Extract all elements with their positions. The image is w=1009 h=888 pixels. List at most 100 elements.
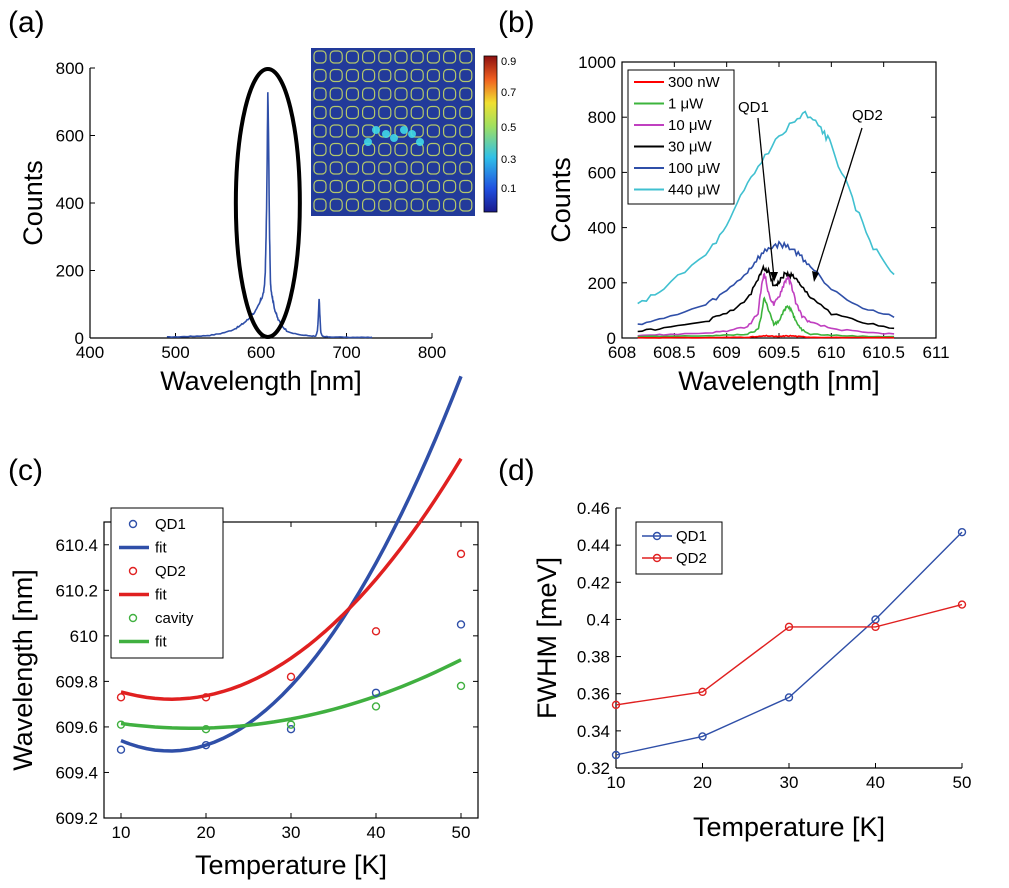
legend-marker (128, 566, 138, 576)
x-tick-label: 10 (112, 823, 131, 842)
inset-hole (378, 105, 392, 120)
inset-hole (410, 87, 424, 101)
inset-hole (378, 161, 392, 175)
inset-hole (394, 87, 408, 101)
data-point (116, 693, 126, 702)
inset-hole (329, 50, 343, 64)
fit-curve (120, 375, 463, 753)
y-tick-label: 610 (70, 627, 98, 646)
inset-hole (459, 161, 473, 175)
colorbar-tick-label: 0.1 (501, 183, 516, 195)
inset-hole (426, 161, 440, 175)
inset-hole (459, 124, 473, 138)
inset-hole (394, 68, 408, 83)
inset-hole (329, 124, 343, 138)
y-tick-label: 0.4 (586, 610, 610, 629)
y-tick-label: 800 (588, 108, 616, 127)
y-tick-label: 600 (56, 127, 84, 146)
y-tick-label: 800 (56, 59, 84, 78)
panel-d-label: (d) (498, 454, 535, 487)
spectrum-line (166, 92, 373, 339)
data-point (286, 720, 296, 729)
y-tick-label: 0.46 (577, 499, 610, 518)
y-tick-label: 0.42 (577, 573, 610, 592)
legend-label: QD1 (155, 516, 186, 533)
legend-label: QD1 (676, 528, 707, 545)
y-tick-label: 610.2 (55, 581, 98, 600)
colorbar (483, 55, 498, 213)
data-point (957, 600, 967, 609)
y-tick-label: 400 (588, 219, 616, 238)
x-tick-label: 30 (780, 773, 799, 792)
inset-hole (329, 198, 343, 212)
inset-hole (329, 68, 343, 83)
inset-hole (443, 124, 457, 138)
y-tick-label: 609.6 (55, 718, 98, 737)
inset-hole (345, 87, 359, 101)
y-axis-label: Counts (18, 160, 48, 246)
x-tick-label: 600 (247, 343, 275, 362)
x-tick-label: 50 (452, 823, 471, 842)
series-line (637, 272, 895, 337)
inset-hole (313, 179, 327, 194)
inset-hole (426, 142, 440, 157)
qd2-annotation: QD2 (852, 107, 883, 124)
fit-curve (120, 457, 463, 701)
y-tick-label: 0.34 (577, 722, 610, 741)
panel-b: 608 608.5 609 609.5 610 610.5 611 0 200 400 600 800… (546, 53, 950, 396)
inset-hole (426, 179, 440, 194)
inset-hole (394, 161, 408, 175)
legend-label: 30 μW (668, 139, 712, 156)
inset-hole (313, 124, 327, 138)
inset-mode-lobe (372, 126, 380, 134)
inset-mode-lobe (382, 130, 390, 138)
x-tick-label: 20 (197, 823, 216, 842)
inset-hole (378, 50, 392, 64)
y-axis-label: Wavelength [nm] (8, 569, 38, 771)
data-point (698, 732, 707, 741)
panel-c-label: (c) (8, 454, 43, 487)
inset-hole (443, 142, 457, 157)
inset-hole (459, 68, 473, 83)
inset-hole (443, 161, 457, 175)
legend-marker (652, 531, 662, 541)
data-point (286, 672, 296, 682)
data-point (456, 620, 466, 629)
y-tick-label: 0.38 (577, 648, 610, 667)
inset-mode-lobe (390, 134, 398, 142)
colorbar-tick-label: 0.9 (501, 56, 516, 68)
qd2-arrow (814, 127, 863, 279)
x-tick-label: 30 (282, 823, 301, 842)
inset-mode-lobe (408, 130, 416, 138)
colorbar-tick-label: 0.7 (501, 87, 516, 99)
inset-hole (443, 50, 457, 64)
legend-label: 300 nW (668, 74, 721, 91)
x-axis-label: Temperature [K] (693, 812, 885, 842)
qd1-arrow (757, 117, 775, 279)
data-point (611, 700, 621, 710)
inset-hole (345, 68, 359, 83)
data-point (201, 693, 211, 702)
inset-hole (443, 198, 457, 212)
inset-hole (329, 179, 343, 194)
inset-hole (378, 179, 392, 194)
y-tick-label: 609.8 (55, 672, 98, 691)
inset-hole (313, 198, 327, 212)
inset-hole (394, 105, 408, 120)
legend-marker (128, 613, 138, 623)
inset-hole (329, 142, 343, 157)
y-tick-label: 200 (56, 262, 84, 281)
legend-label: 440 μW (668, 182, 721, 199)
panel-a-inset: 0.9 0.7 0.5 0.3 0.1 (311, 48, 516, 216)
inset-hole (443, 105, 457, 120)
x-tick-label: 10 (607, 773, 626, 792)
x-tick-label: 400 (76, 343, 104, 362)
data-point (371, 702, 381, 711)
panel-b-label: (b) (498, 6, 535, 39)
data-point (201, 725, 211, 734)
inset-hole (410, 105, 424, 120)
x-tick-label: 40 (866, 773, 885, 792)
data-point (116, 745, 126, 754)
y-tick-label: 609.4 (55, 763, 98, 782)
fit-curve (120, 658, 462, 730)
